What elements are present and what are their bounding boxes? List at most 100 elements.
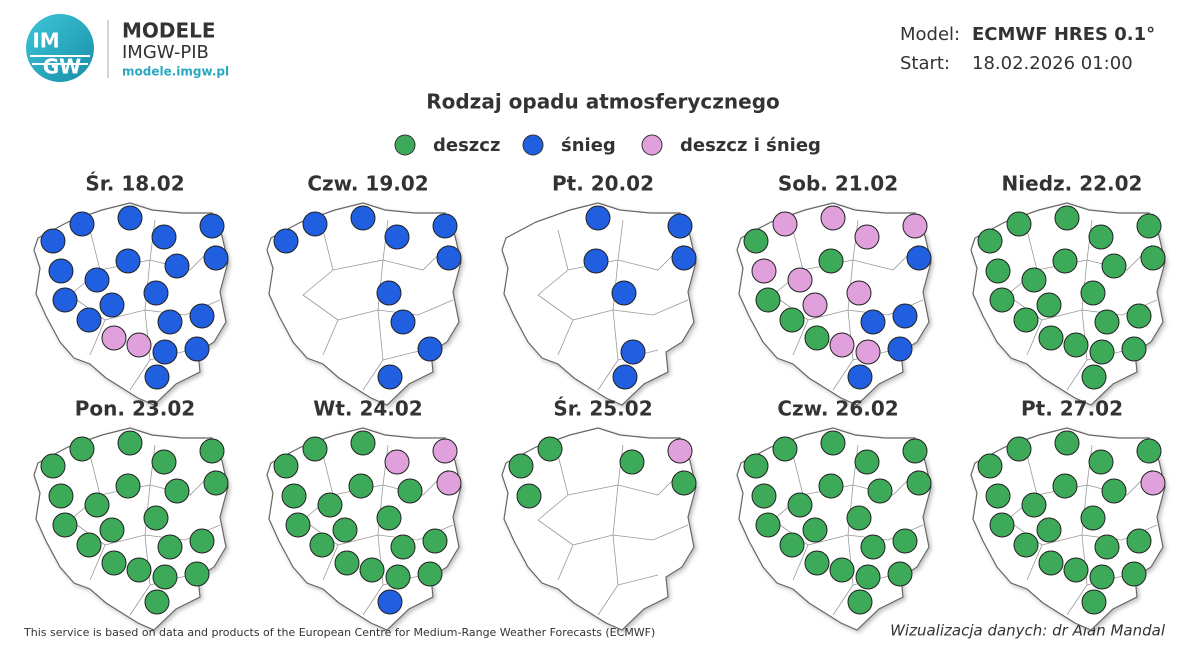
precip-dot — [1013, 532, 1039, 558]
map — [501, 202, 697, 406]
precip-dot — [334, 550, 360, 576]
precip-dot — [818, 248, 844, 274]
precip-dot — [620, 339, 646, 365]
precip-dot — [902, 213, 928, 239]
precip-dot — [743, 228, 769, 254]
precip-dot — [317, 492, 343, 518]
precip-dot — [302, 211, 328, 237]
precip-dot — [199, 213, 225, 239]
country-outline — [33, 202, 229, 406]
logo-mark: GW — [43, 55, 81, 79]
precip-dot — [860, 309, 886, 335]
precip-dot — [117, 430, 143, 456]
precip-dot — [751, 258, 777, 284]
map — [970, 427, 1166, 631]
precip-dot — [989, 287, 1015, 313]
day-title: Pt. 20.02 — [552, 172, 654, 196]
precip-dot — [1081, 589, 1107, 615]
precip-dot — [516, 483, 542, 509]
precip-dot — [385, 564, 411, 590]
precip-dot — [1094, 309, 1120, 335]
precip-dot — [309, 532, 335, 558]
precip-dot — [804, 550, 830, 576]
map — [33, 427, 229, 631]
precip-dot — [377, 589, 403, 615]
country-outline — [501, 202, 697, 406]
precip-dot — [76, 307, 102, 333]
precip-dot — [184, 336, 210, 362]
precip-dot — [585, 205, 611, 231]
precip-dot — [667, 213, 693, 239]
precip-dot — [422, 528, 448, 554]
map — [33, 202, 229, 406]
precip-dot — [1006, 436, 1032, 462]
precip-dot — [751, 483, 777, 509]
precip-dot — [906, 245, 932, 271]
precip-dot — [1094, 534, 1120, 560]
precip-dot — [69, 211, 95, 237]
precip-dot — [390, 309, 416, 335]
precip-dot — [432, 213, 458, 239]
precip-dot — [1121, 336, 1147, 362]
precip-dot — [779, 532, 805, 558]
map — [736, 427, 932, 631]
precip-dot — [787, 492, 813, 518]
country-outline — [970, 202, 1166, 406]
start-value: 18.02.2026 01:00 — [972, 53, 1133, 74]
precip-dot — [189, 528, 215, 554]
precip-dot — [436, 470, 462, 496]
precip-dot — [40, 228, 66, 254]
precip-dot — [902, 438, 928, 464]
precip-dot — [350, 430, 376, 456]
credit: Wizualizacja danych: dr Alan Mandal — [890, 622, 1166, 640]
precip-dot — [126, 557, 152, 583]
precip-dot — [199, 438, 225, 464]
precip-dot — [985, 258, 1011, 284]
logo-subtitle: IMGW-PIB — [122, 42, 209, 63]
precip-dot — [829, 332, 855, 358]
precip-dot — [1101, 478, 1127, 504]
precip-dot — [892, 303, 918, 329]
precip-dot — [977, 228, 1003, 254]
precip-dot — [1126, 528, 1152, 554]
precip-dot — [619, 449, 645, 475]
map — [970, 202, 1166, 406]
precip-dot — [189, 303, 215, 329]
precip-dot — [1052, 248, 1078, 274]
precip-dot — [84, 267, 110, 293]
precip-dot — [1052, 473, 1078, 499]
precip-dot — [820, 205, 846, 231]
precip-dot — [743, 453, 769, 479]
precip-dot — [854, 224, 880, 250]
logo-title: MODELE — [122, 19, 216, 43]
precip-dot — [101, 550, 127, 576]
model-value: ECMWF HRES 0.1° — [972, 24, 1155, 45]
precip-dot — [144, 364, 170, 390]
precip-dot — [804, 325, 830, 351]
precip-dot — [1021, 492, 1047, 518]
precip-dot — [1063, 557, 1089, 583]
precip-dot — [384, 449, 410, 475]
precip-dot — [612, 364, 638, 390]
precip-dot — [829, 557, 855, 583]
precip-dot — [390, 534, 416, 560]
title: Rodzaj opadu atmosferycznego — [426, 90, 780, 114]
precip-dot — [101, 325, 127, 351]
legend-label: deszcz i śnieg — [680, 135, 821, 156]
precip-dot — [802, 517, 828, 543]
precip-dot — [1080, 505, 1106, 531]
precip-dot — [350, 205, 376, 231]
country-outline — [266, 202, 462, 406]
precip-dot — [436, 245, 462, 271]
precip-dot — [867, 478, 893, 504]
model-label: Model: — [900, 24, 960, 45]
precip-dot — [1140, 245, 1166, 271]
precip-dot — [846, 280, 872, 306]
precip-dot — [755, 287, 781, 313]
precip-dot — [376, 280, 402, 306]
precip-dot — [52, 287, 78, 313]
precip-dot — [151, 224, 177, 250]
precip-dot — [1021, 267, 1047, 293]
precip-dot — [772, 436, 798, 462]
